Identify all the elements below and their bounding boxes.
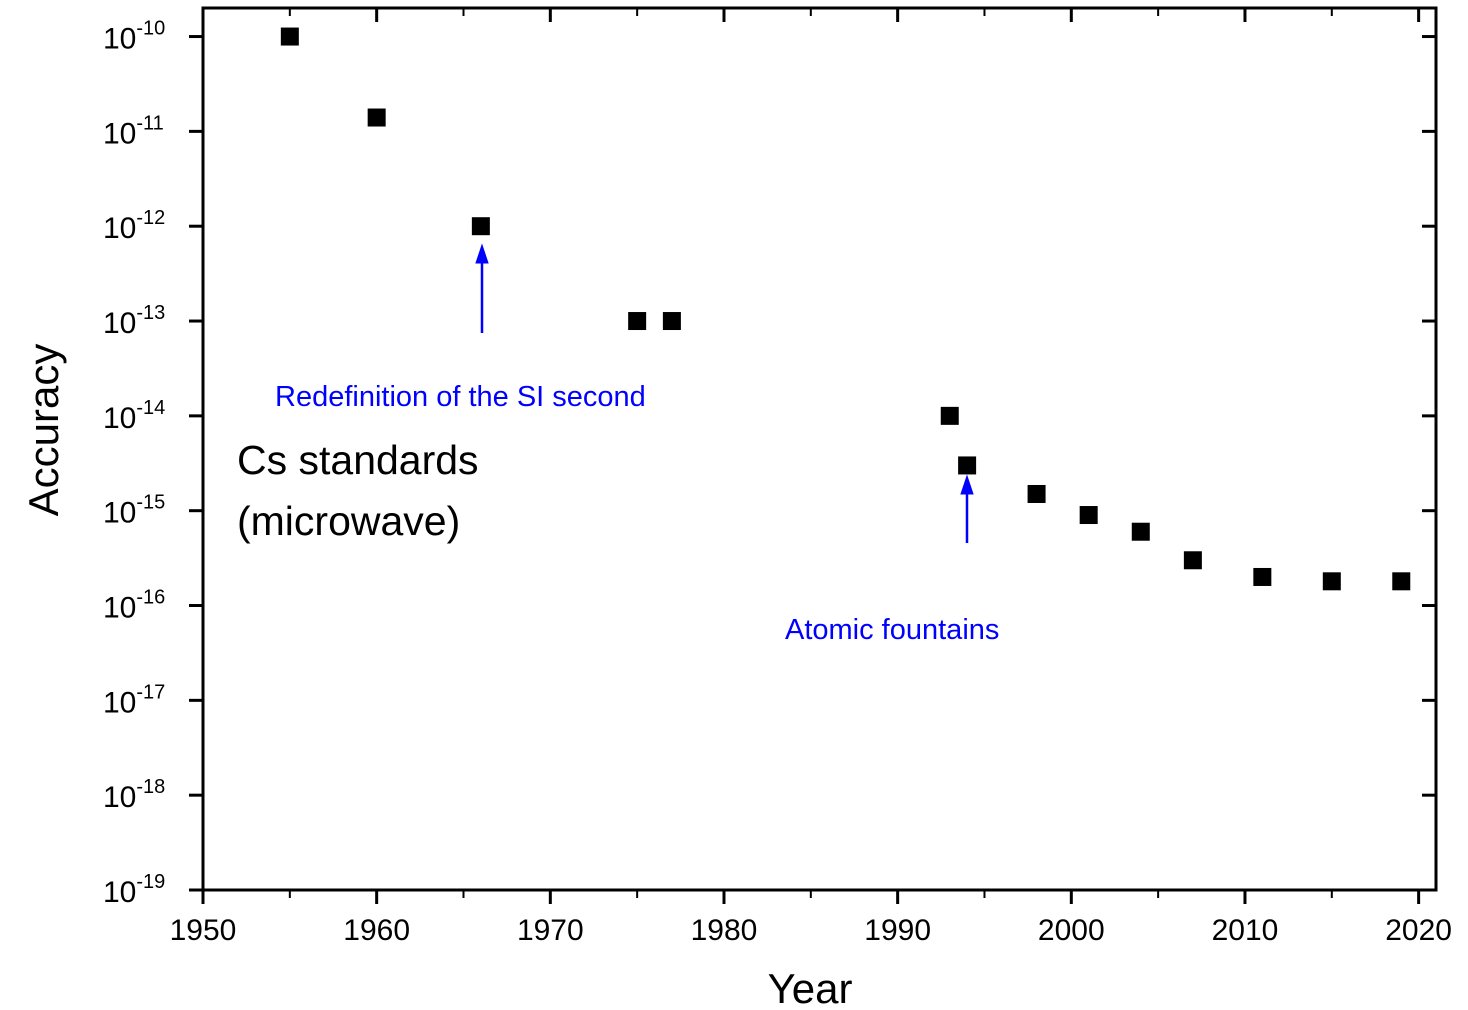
tick-exponent: -15 xyxy=(136,492,165,514)
tick-base: 10 xyxy=(103,212,136,245)
marker xyxy=(280,27,299,46)
y-tick-label: 10-18 xyxy=(103,776,165,814)
tick-exponent: -13 xyxy=(136,302,165,324)
marker xyxy=(1079,506,1098,525)
inset-label: (microwave) xyxy=(237,498,460,544)
marker xyxy=(367,108,386,127)
marker xyxy=(958,456,977,475)
x-tick-label: 2020 xyxy=(1385,914,1452,947)
marker xyxy=(1253,567,1272,586)
tick-exponent: -10 xyxy=(136,18,165,40)
x-tick-label: 1950 xyxy=(170,914,237,947)
tick-base: 10 xyxy=(103,686,136,719)
x-tick-label: 1990 xyxy=(864,914,931,947)
plot-frame xyxy=(201,6,1438,892)
tick-exponent: -18 xyxy=(136,776,165,798)
y-tick-label: 10-17 xyxy=(103,681,165,719)
y-axis-label: Accuracy xyxy=(20,344,67,517)
tick-exponent: -12 xyxy=(136,207,165,229)
arrow xyxy=(475,243,489,333)
y-tick-label: 10-12 xyxy=(103,207,165,245)
y-tick-label: 10-15 xyxy=(103,492,165,530)
tick-exponent: -14 xyxy=(136,397,165,419)
x-tick-label: 2000 xyxy=(1038,914,1105,947)
tick-base: 10 xyxy=(103,23,136,56)
marker xyxy=(940,406,959,425)
y-tick-label: 10-13 xyxy=(103,302,165,340)
marker xyxy=(1027,484,1046,503)
y-tick-label: 10-10 xyxy=(103,18,165,56)
marker xyxy=(628,312,647,331)
x-tick-label: 1980 xyxy=(691,914,758,947)
x-tick-label: 1970 xyxy=(517,914,584,947)
tick-base: 10 xyxy=(103,307,136,340)
tick-exponent: -11 xyxy=(136,112,163,134)
marker xyxy=(1392,572,1411,591)
tick-exponent: -17 xyxy=(136,681,165,703)
y-tick-label: 10-16 xyxy=(103,587,165,625)
y-tick-label: 10-14 xyxy=(103,397,165,435)
marker xyxy=(1322,572,1341,591)
tick-base: 10 xyxy=(103,117,136,150)
arrow xyxy=(960,474,974,543)
x-tick-label: 2010 xyxy=(1212,914,1279,947)
tick-base: 10 xyxy=(103,781,136,814)
x-axis-label: Year xyxy=(768,965,853,1010)
inset-label: Cs standards xyxy=(237,437,479,483)
tick-base: 10 xyxy=(103,876,136,909)
tick-exponent: -16 xyxy=(136,587,165,609)
y-tick-label: 10-11 xyxy=(103,112,164,150)
annotation: Redefinition of the SI second xyxy=(275,381,646,413)
marker xyxy=(471,217,490,236)
marker xyxy=(1131,522,1150,541)
marker xyxy=(662,312,681,331)
tick-base: 10 xyxy=(103,497,136,530)
tick-base: 10 xyxy=(103,402,136,435)
y-tick-label: 10-19 xyxy=(103,871,165,909)
annotation: Atomic fountains xyxy=(785,614,999,646)
x-tick-label: 1960 xyxy=(343,914,410,947)
tick-base: 10 xyxy=(103,592,136,625)
marker xyxy=(1183,551,1202,570)
tick-exponent: -19 xyxy=(136,871,165,893)
